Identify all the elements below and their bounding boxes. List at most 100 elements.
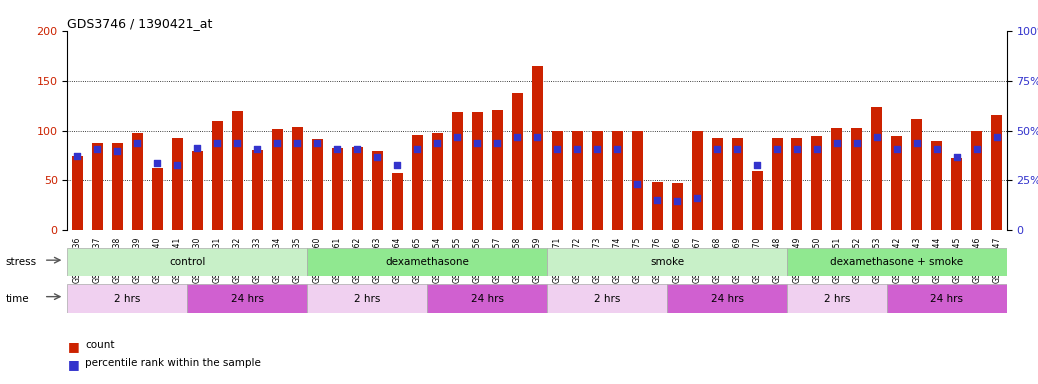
Point <box>649 197 665 204</box>
Bar <box>972 131 982 230</box>
Point <box>789 146 805 152</box>
FancyBboxPatch shape <box>667 284 787 313</box>
Point <box>889 146 905 152</box>
Point <box>849 139 866 146</box>
Point <box>109 147 126 154</box>
Point <box>309 139 326 146</box>
Point <box>448 134 465 140</box>
Point <box>389 161 406 167</box>
FancyBboxPatch shape <box>307 248 547 276</box>
Point <box>569 146 585 152</box>
Text: control: control <box>169 257 206 267</box>
FancyBboxPatch shape <box>67 248 307 276</box>
Point <box>249 146 266 152</box>
Point <box>709 146 726 152</box>
Point <box>809 146 825 152</box>
Point <box>469 139 486 146</box>
Bar <box>752 172 763 230</box>
Point <box>209 139 225 146</box>
Bar <box>872 107 882 230</box>
Bar <box>432 132 443 230</box>
Text: 24 hrs: 24 hrs <box>470 293 503 304</box>
Text: time: time <box>5 294 29 304</box>
Point <box>988 134 1005 140</box>
Point <box>289 139 305 146</box>
Point <box>89 146 106 152</box>
Bar <box>252 149 263 230</box>
Bar <box>592 131 603 230</box>
Bar <box>831 127 843 230</box>
Text: 2 hrs: 2 hrs <box>114 293 140 304</box>
Bar <box>292 127 303 230</box>
Bar <box>911 119 923 230</box>
FancyBboxPatch shape <box>307 284 428 313</box>
Bar <box>771 137 783 230</box>
Bar <box>712 137 722 230</box>
Bar <box>372 151 383 230</box>
FancyBboxPatch shape <box>428 284 547 313</box>
Bar <box>551 131 563 230</box>
Bar <box>611 131 623 230</box>
FancyBboxPatch shape <box>787 284 886 313</box>
Bar <box>452 112 463 230</box>
Bar <box>92 142 103 230</box>
Text: ■: ■ <box>67 358 79 371</box>
Text: dexamethasone: dexamethasone <box>385 257 469 267</box>
Bar <box>112 142 122 230</box>
Bar <box>132 132 143 230</box>
Text: 24 hrs: 24 hrs <box>930 293 963 304</box>
FancyBboxPatch shape <box>547 284 667 313</box>
Bar <box>332 147 343 230</box>
Point <box>528 134 546 140</box>
Point <box>689 195 706 202</box>
Text: 2 hrs: 2 hrs <box>354 293 381 304</box>
Point <box>129 139 145 146</box>
Bar <box>732 137 742 230</box>
Text: percentile rank within the sample: percentile rank within the sample <box>85 358 261 368</box>
Text: count: count <box>85 340 114 350</box>
Point <box>329 146 346 152</box>
Text: dexamethasone + smoke: dexamethasone + smoke <box>830 257 963 267</box>
Point <box>70 152 86 159</box>
Point <box>229 139 246 146</box>
Bar <box>272 129 282 230</box>
Point <box>489 139 506 146</box>
Point <box>869 134 885 140</box>
Bar <box>812 136 822 230</box>
Point <box>169 161 186 167</box>
Point <box>949 154 965 160</box>
Bar <box>352 147 362 230</box>
Bar <box>192 151 202 230</box>
Bar <box>991 114 1003 230</box>
Bar <box>792 137 802 230</box>
Point <box>429 139 445 146</box>
Point <box>729 146 745 152</box>
Bar <box>152 169 163 230</box>
Point <box>769 146 786 152</box>
Point <box>349 146 365 152</box>
Bar <box>652 182 662 230</box>
Bar <box>892 136 902 230</box>
Bar <box>391 174 403 230</box>
Bar <box>492 109 502 230</box>
Point <box>409 146 426 152</box>
Text: 2 hrs: 2 hrs <box>594 293 621 304</box>
Point <box>828 139 845 146</box>
Bar <box>512 93 523 230</box>
Bar <box>531 66 543 230</box>
Point <box>368 154 385 160</box>
Point <box>189 144 206 151</box>
Bar <box>72 156 83 230</box>
Point <box>509 134 525 140</box>
Point <box>908 139 925 146</box>
Point <box>629 181 646 187</box>
Bar <box>931 141 943 230</box>
Point <box>269 139 285 146</box>
Point <box>929 146 946 152</box>
Text: 2 hrs: 2 hrs <box>824 293 850 304</box>
FancyBboxPatch shape <box>787 248 1007 276</box>
Bar <box>412 134 422 230</box>
FancyBboxPatch shape <box>188 284 307 313</box>
Bar <box>471 112 483 230</box>
Bar <box>631 131 643 230</box>
